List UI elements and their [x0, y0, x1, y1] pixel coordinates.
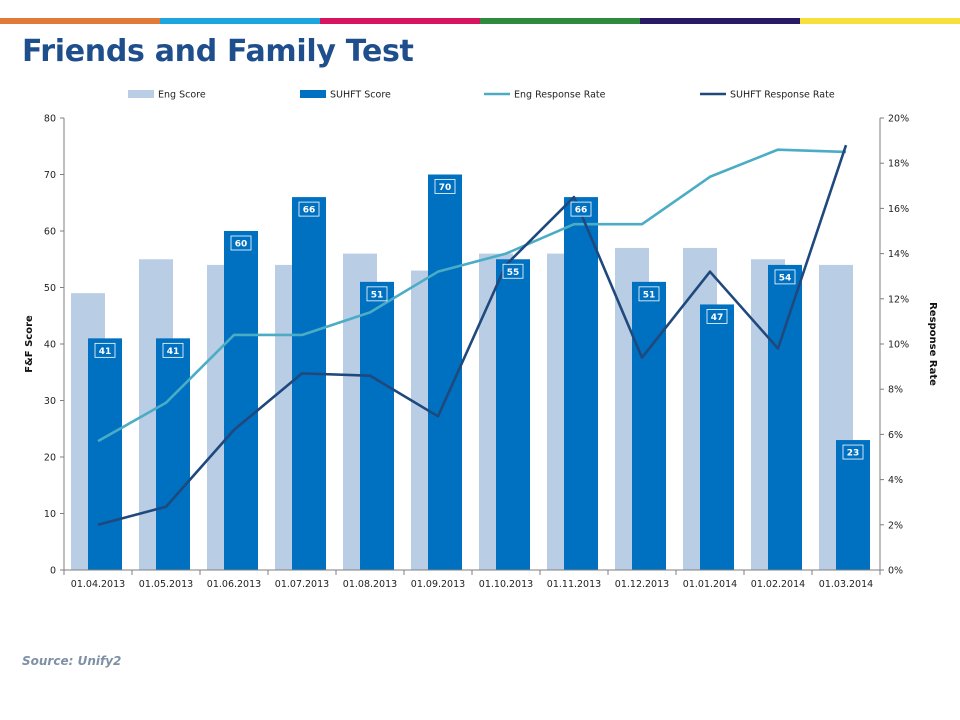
- x-axis-tick-label: 01.04.2013: [71, 579, 125, 590]
- data-label-box: [774, 269, 796, 285]
- suhft-response-rate-line: [97, 144, 848, 527]
- x-axis-tick-label: 01.10.2013: [479, 579, 533, 590]
- suhft-score-data-label: 51: [371, 290, 384, 300]
- x-axis-tick-label: 01.05.2013: [139, 579, 193, 590]
- suhft-score-bar: [360, 281, 394, 570]
- right-axis-tick-label: 18%: [888, 159, 909, 170]
- suhft-score-data-label: 60: [235, 240, 248, 250]
- header-color-segment: [480, 18, 640, 24]
- x-axis-tick-label: 01.06.2013: [207, 579, 261, 590]
- suhft-score-bar: [700, 304, 734, 570]
- suhft-score-data-label: 70: [439, 183, 452, 193]
- left-axis-title: F&F Score: [24, 315, 35, 373]
- data-label-box: [570, 201, 592, 217]
- legend-label: SUHFT Response Rate: [730, 90, 835, 101]
- legend-swatch: [300, 90, 326, 98]
- suhft-score-bar: [496, 259, 530, 570]
- header-color-segment: [160, 18, 320, 24]
- eng-response-rate-line: [97, 148, 847, 443]
- suhft-score-data-label: 66: [303, 206, 316, 216]
- right-axis-tick-label: 2%: [888, 520, 903, 531]
- left-axis-tick-label: 60: [44, 227, 56, 238]
- suhft-score-data-label: 41: [99, 347, 112, 357]
- header-color-segment: [320, 18, 480, 24]
- left-axis-tick-label: 70: [44, 170, 56, 181]
- x-axis-tick-label: 01.01.2014: [683, 579, 737, 590]
- suhft-score-bar: [836, 440, 870, 570]
- data-label-box: [162, 342, 184, 358]
- data-label-box: [842, 444, 864, 460]
- legend-label: Eng Score: [158, 90, 206, 101]
- header-color-segment: [0, 18, 160, 24]
- suhft-score-data-label: 47: [711, 313, 724, 323]
- x-axis-tick-label: 01.08.2013: [343, 579, 397, 590]
- data-label-box: [94, 342, 116, 358]
- axes-group: 0 10 20 30 40 50 60 70 80 0% 2% 4% 6% 8% 10% 12% 14% 16% 1…: [24, 114, 938, 591]
- data-label-box: [502, 263, 524, 279]
- suhft-score-bar: [632, 281, 666, 570]
- suhft-score-bar: [564, 197, 598, 570]
- left-axis-tick-label: 0: [50, 566, 56, 577]
- left-axis-tick-label: 10: [44, 509, 56, 520]
- right-axis-tick-label: 6%: [888, 430, 903, 441]
- left-axis-tick-label: 80: [44, 114, 56, 125]
- chart-legend: Eng Score SUHFT Score Eng Response Rate SUH…: [128, 90, 835, 101]
- data-label-box: [706, 309, 728, 324]
- suhft-score-bar: [768, 264, 802, 570]
- suhft-score-bar: [224, 231, 258, 570]
- x-axis-tick-label: 01.02.2014: [751, 579, 805, 590]
- suhft-score-data-label: 54: [779, 273, 792, 283]
- right-axis-tick-label: 16%: [888, 204, 909, 215]
- data-label-box: [434, 179, 456, 194]
- data-label-box: [230, 235, 252, 251]
- right-axis-title: Response Rate: [927, 302, 938, 386]
- data-labels-group: 41 41 60 66 51 70 55 66 51 47 54 23: [94, 179, 864, 460]
- suhft-score-bar: [292, 197, 326, 570]
- x-axis-tick-label: 01.11.2013: [547, 579, 601, 590]
- x-axis-tick-label: 01.03.2014: [819, 579, 873, 590]
- right-axis-tick-label: 12%: [888, 294, 909, 305]
- suhft-score-bar: [156, 338, 190, 570]
- suhft-score-bar: [88, 338, 122, 570]
- suhft-score-data-label: 55: [507, 268, 520, 278]
- data-label-box: [298, 201, 320, 217]
- x-axis-tick-label: 01.12.2013: [615, 579, 669, 590]
- header-color-segment: [640, 18, 800, 24]
- legend-swatch: [128, 90, 154, 98]
- suhft-score-data-label: 66: [575, 206, 588, 216]
- page-title: Friends and Family Test: [22, 34, 414, 69]
- left-axis-tick-label: 50: [44, 283, 56, 294]
- left-axis-tick-label: 30: [44, 396, 56, 407]
- data-label-box: [638, 286, 660, 302]
- x-axis-tick-label: 01.07.2013: [275, 579, 329, 590]
- x-axis-tick-label: 01.09.2013: [411, 579, 465, 590]
- lines-group: [97, 144, 848, 527]
- source-note: Source: Unify2: [22, 654, 122, 668]
- header-color-segment: [800, 18, 960, 24]
- right-axis-tick-label: 8%: [888, 385, 903, 396]
- header-color-bar: [0, 18, 960, 24]
- right-axis-tick-label: 10%: [888, 340, 909, 351]
- right-axis-tick-label: 20%: [888, 114, 909, 125]
- legend-label: Eng Response Rate: [514, 90, 606, 101]
- data-label-box: [366, 286, 388, 302]
- right-axis-tick-label: 14%: [888, 249, 909, 260]
- left-axis-tick-label: 20: [44, 453, 56, 464]
- right-axis-tick-label: 4%: [888, 475, 903, 486]
- right-axis-tick-label: 0%: [888, 566, 903, 577]
- left-axis-tick-label: 40: [44, 340, 56, 351]
- suhft-score-bar: [428, 174, 462, 570]
- legend-label: SUHFT Score: [330, 90, 391, 101]
- suhft-score-data-label: 23: [847, 449, 860, 459]
- bars-group: [71, 174, 870, 570]
- suhft-score-data-label: 41: [167, 347, 180, 357]
- suhft-score-data-label: 51: [643, 290, 656, 300]
